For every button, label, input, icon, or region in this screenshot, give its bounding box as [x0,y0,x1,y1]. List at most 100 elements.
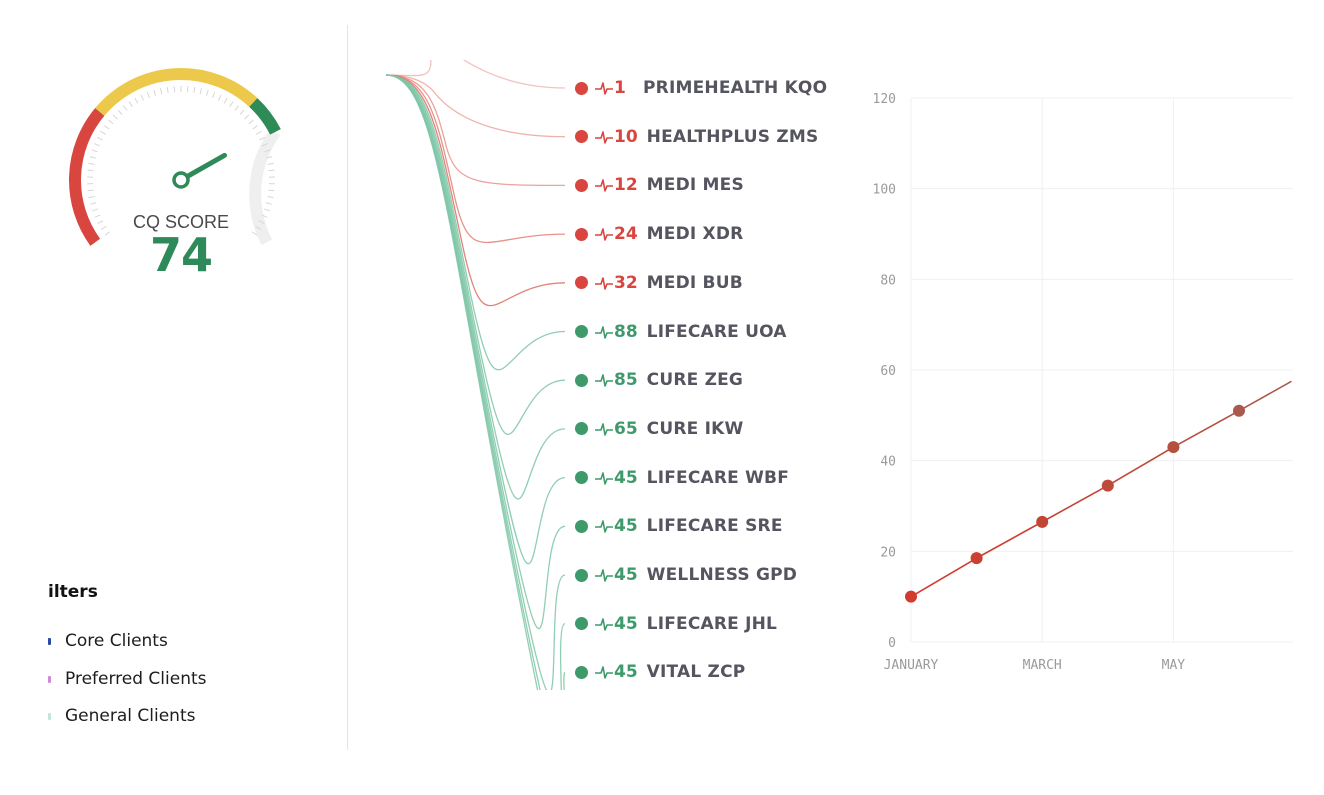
status-dot [575,617,588,631]
x-tick-label: JANUARY [884,658,939,673]
series-line-segment [1041,484,1109,523]
tree-connector-line [385,74,566,565]
client-row[interactable]: 24 MEDI XDR [575,221,743,247]
client-row[interactable]: 10 HEALTHPLUS ZMS [575,124,818,150]
pulse-icon [595,617,613,631]
status-dot [575,81,588,95]
y-tick-label: 20 [880,545,896,560]
filter-general-clients[interactable]: General Clients [48,704,195,728]
filter-label: Core Clients [65,631,168,651]
gauge-track-arc [249,128,281,246]
pulse-icon [595,423,613,436]
client-score: 12 [614,175,638,196]
client-name: CURE IKW [646,418,744,439]
client-score: 45 [614,516,638,537]
filter-label: General Clients [65,706,196,726]
client-row[interactable]: 88 LIFECARE UOA [575,319,787,345]
tree-connector-line [385,74,566,690]
pulse-icon [595,569,613,582]
status-dot [575,178,588,192]
series-line-segment [1107,446,1174,487]
client-row[interactable]: 45 LIFECARE WBF [575,465,789,491]
tree-connector-line [385,74,566,307]
client-name: PRIMEHEALTH KQO [643,78,828,98]
client-score: 45 [614,613,638,634]
client-score: 45 [614,467,638,488]
client-row[interactable]: 45 LIFECARE JHL [575,611,777,637]
status-dot [575,325,588,338]
x-tick-label: MARCH [1023,658,1062,673]
status-dot [575,422,588,436]
client-row[interactable]: 45 VITAL ZCP [575,659,745,685]
tree-connector-line [385,74,566,690]
status-dot [575,665,588,679]
client-score: 24 [614,224,638,245]
tree-connector-line [385,74,566,690]
gauge-green-arc [249,98,281,135]
client-name: LIFECARE UOA [646,321,787,342]
client-name: MEDI MES [646,175,744,196]
data-point [905,590,917,603]
chart-grid [910,97,1293,643]
client-score: 65 [614,418,638,439]
pulse-icon [595,374,613,387]
cq-score-gauge [69,68,281,246]
y-tick-label: 40 [880,455,896,470]
filter-color-marker [48,712,51,720]
pulse-icon [595,471,613,485]
gauge-needle [186,152,228,179]
pulse-icon [595,179,613,193]
status-dot [575,568,588,582]
tree-connector-line [385,74,566,187]
client-name: LIFECARE WBF [646,467,790,488]
client-name: HEALTHPLUS ZMS [646,126,819,147]
client-name: MEDI XDR [646,224,744,245]
client-row[interactable]: 32 MEDI BUB [575,270,743,296]
pulse-icon [595,276,613,290]
filters-title: ilters [48,582,98,602]
pulse-icon [595,228,613,241]
x-tick-label: MAY [1162,658,1186,673]
pulse-icon [595,666,613,680]
client-row[interactable]: 45 LIFECARE SRE [575,513,783,539]
y-tick-label: 60 [880,364,896,379]
score-panel: CQ SCORE 74 ilters Core Clients Preferre… [0,0,348,795]
tree-connector-line [385,74,566,138]
status-dot [575,373,588,387]
data-point [1167,441,1180,454]
status-dot [575,130,588,144]
client-name: LIFECARE JHL [646,613,778,634]
y-tick-label: 120 [873,92,896,107]
client-row[interactable]: 12 MEDI MES [575,172,744,198]
client-score: 32 [614,272,638,293]
data-point [1101,479,1114,492]
tree-connector-line [385,60,566,89]
tree-connector-line [385,74,566,371]
series-line-segment [1238,380,1292,412]
filter-preferred-clients[interactable]: Preferred Clients [48,667,207,691]
gauge-label: CQ SCORE [132,212,229,232]
client-score: 1 [614,78,626,98]
status-dot [575,276,588,290]
client-row[interactable]: 65 CURE IKW [575,416,743,442]
client-row[interactable]: 45 WELLNESS GPD [575,562,797,588]
filter-core-clients[interactable]: Core Clients [48,629,168,653]
client-name: LIFECARE SRE [646,516,783,537]
client-name: WELLNESS GPD [646,565,798,585]
client-name: VITAL ZCP [646,662,746,683]
filter-label: Preferred Clients [65,669,207,689]
series-line-segment [910,557,978,598]
client-row[interactable]: 1 PRIMEHEALTH KQO [575,75,827,101]
tree-connector-line [385,74,566,435]
filter-color-marker [48,637,51,645]
gauge-yellow-arc [95,68,258,116]
client-row[interactable]: 85 CURE ZEG [575,367,743,393]
gauge-red-arc [69,108,105,246]
y-tick-label: 80 [880,273,896,288]
series-line-segment [1173,410,1240,448]
series-line-segment [976,521,1043,559]
client-score: 10 [614,126,638,147]
trend-line-chart: 020406080100120JANUARYMARCHMAYJ [873,92,1293,673]
gauge-value: 74 [149,228,213,282]
pulse-icon [595,520,613,534]
